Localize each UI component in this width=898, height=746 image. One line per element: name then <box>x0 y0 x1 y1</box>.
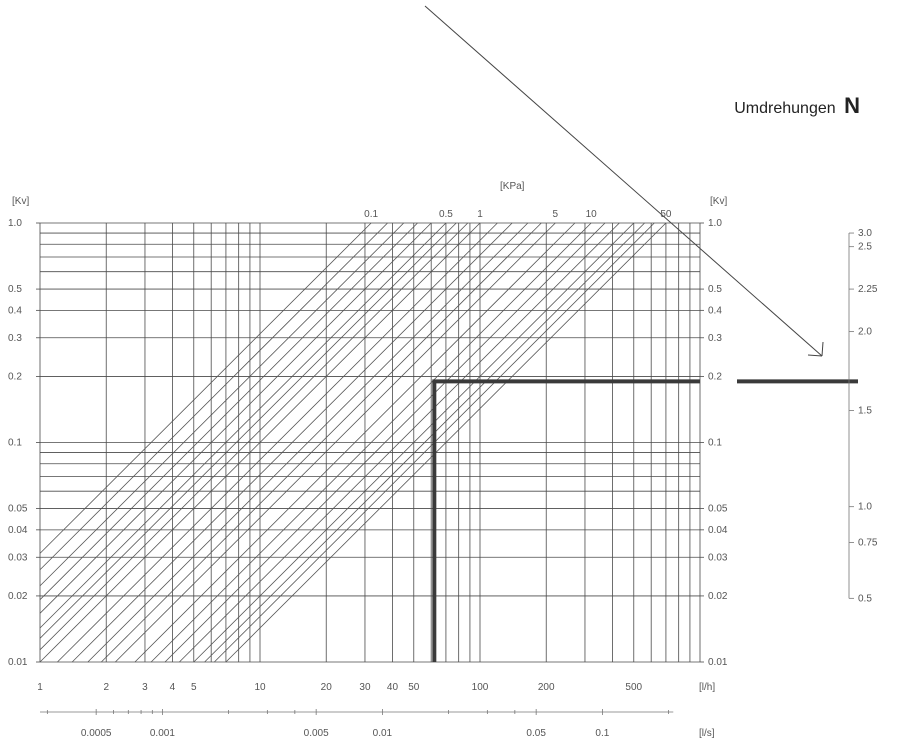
y-tick-label-left: 0.2 <box>8 371 22 382</box>
pressure-unit: [KPa] <box>500 181 525 192</box>
x-tick-label: 1 <box>37 682 43 693</box>
y-tick-label-right: 0.3 <box>708 333 722 344</box>
pressure-line <box>39 222 457 639</box>
revolution-label: 1.0 <box>858 502 872 513</box>
y-tick-label-right: 0.03 <box>708 552 728 563</box>
y-tick-label-right: 0.1 <box>708 438 722 449</box>
y-tick-label-right: 1.0 <box>708 218 722 229</box>
pressure-lines <box>39 222 667 663</box>
pressure-tick-labels: 0.1 0.5 1 5 10 50 <box>364 209 672 220</box>
pressure-line <box>87 222 529 663</box>
pressure-line <box>39 222 372 554</box>
pressure-tick-label: 5 <box>553 209 559 220</box>
y-tick-label-left: 0.01 <box>8 657 28 668</box>
y-tick-label-right: 0.05 <box>708 504 728 515</box>
pressure-tick-label: 0.1 <box>364 209 378 220</box>
pressure-line <box>39 222 481 663</box>
x-tick-label: 4 <box>170 682 176 693</box>
pressure-line <box>39 222 418 600</box>
pressure-line <box>115 222 556 663</box>
pressure-tick-label: 1 <box>477 209 483 220</box>
chart-title-symbol: N <box>844 93 860 118</box>
pressure-line <box>164 222 606 663</box>
pressure-line <box>39 222 404 587</box>
selection-lines <box>432 379 858 662</box>
x-tick-label: 100 <box>472 682 489 693</box>
x-tick-label: 2 <box>103 682 109 693</box>
pressure-line <box>150 222 592 663</box>
x-tick-label: 10 <box>254 682 266 693</box>
pressure-line <box>71 222 513 663</box>
revolution-scale: 3.0 2.5 2.25 2.0 1.5 1.0 0.75 0.5 <box>848 228 878 604</box>
pressure-line <box>193 222 635 663</box>
pressure-tick-label: 10 <box>586 209 598 220</box>
x-unit: [l/h] <box>699 682 715 693</box>
y-tick-label-left: 0.05 <box>8 504 28 515</box>
y-unit-right: [Kv] <box>710 196 727 207</box>
chart-title: Umdrehungen N <box>734 93 860 118</box>
pressure-line <box>179 222 620 663</box>
pressure-tick-label: 50 <box>660 209 672 220</box>
y-tick-label-right: 0.04 <box>708 525 728 536</box>
pressure-line <box>134 222 576 663</box>
revolution-label: 2.25 <box>858 284 878 295</box>
y-tick-label-right: 0.4 <box>708 305 722 316</box>
x-tick-label: 5 <box>191 682 197 693</box>
pressure-line <box>39 222 447 629</box>
y-tick-label-left: 0.4 <box>8 305 22 316</box>
pressure-line <box>204 222 645 663</box>
y-tick-label-left: 0.1 <box>8 438 22 449</box>
x2-tick-label: 0.001 <box>150 728 175 739</box>
x2-tick-label: 0.1 <box>595 728 609 739</box>
y-unit-left: [Kv] <box>12 196 29 207</box>
y-tick-label-left: 0.03 <box>8 552 28 563</box>
x-tick-label: 40 <box>387 682 399 693</box>
y-tick-label-right: 0.2 <box>708 371 722 382</box>
x2-tick-label: 0.05 <box>526 728 546 739</box>
y-tick-label-left: 0.02 <box>8 591 28 602</box>
revolution-label: 2.0 <box>858 327 872 338</box>
x-tick-labels: 1 2 3 4 5 10 20 30 40 50 100 200 500 <box>37 682 642 693</box>
y-tick-label-left: 0.04 <box>8 525 28 536</box>
secondary-x-axis: 0.0005 0.001 0.005 0.01 0.05 0.1 <box>40 709 674 739</box>
y-tick-label-right: 0.02 <box>708 591 728 602</box>
pressure-line <box>57 222 498 663</box>
x-tick-label: 500 <box>625 682 642 693</box>
x-tick-label: 200 <box>538 682 555 693</box>
x2-tick-label: 0.0005 <box>81 728 112 739</box>
revolution-label: 0.75 <box>858 538 878 549</box>
x-tick-label: 3 <box>142 682 148 693</box>
pressure-line <box>101 222 542 663</box>
gridlines <box>36 222 704 663</box>
y-tick-label-left: 0.5 <box>8 284 22 295</box>
y-tick-labels: 1.0 1.0 0.5 0.5 0.4 0.4 0.3 0.3 0.2 0.2 0.1 0.1 0.05… <box>8 218 728 668</box>
y-tick-label-right: 0.01 <box>708 657 728 668</box>
pointer-arrow <box>424 5 824 357</box>
x-tick-label: 20 <box>321 682 333 693</box>
y-tick-label-left: 0.3 <box>8 333 22 344</box>
x-tick-label: 30 <box>359 682 371 693</box>
x2-tick-label: 0.01 <box>373 728 393 739</box>
revolution-label: 1.5 <box>858 405 872 416</box>
revolution-label: 2.5 <box>858 242 872 253</box>
pressure-line <box>225 222 667 663</box>
x2-unit: [l/s] <box>699 728 715 739</box>
revolution-label: 0.5 <box>858 593 872 604</box>
chart-title-prefix: Umdrehungen <box>734 100 835 117</box>
x-tick-label: 50 <box>408 682 420 693</box>
y-tick-label-left: 1.0 <box>8 218 22 229</box>
x2-tick-label: 0.005 <box>304 728 329 739</box>
revolution-label: 3.0 <box>858 228 872 239</box>
pressure-line <box>39 222 432 614</box>
y-tick-label-right: 0.5 <box>708 284 722 295</box>
pressure-line <box>39 222 469 651</box>
pressure-line <box>39 222 388 571</box>
pressure-tick-label: 0.5 <box>439 209 453 220</box>
